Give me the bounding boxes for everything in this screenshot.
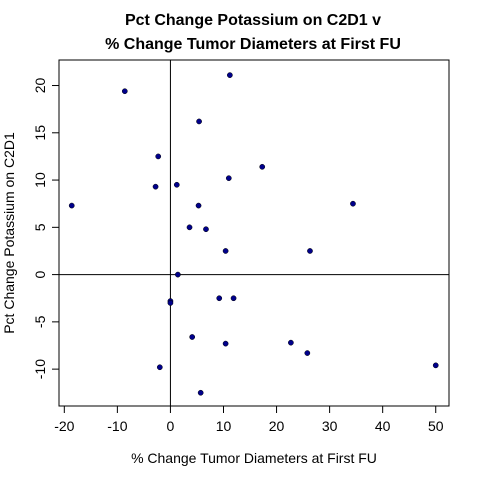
data-point (225, 175, 232, 182)
data-point (203, 226, 209, 233)
x-tick-label: -10 (107, 418, 127, 434)
x-tick-label: 10 (216, 418, 232, 434)
data-point (68, 202, 75, 209)
data-point (350, 200, 356, 207)
data-point (197, 389, 204, 396)
x-axis-label: % Change Tumor Diameters at First FU (131, 450, 377, 466)
y-tick-label: 0 (32, 270, 48, 278)
y-tick-label: 20 (32, 78, 48, 94)
data-point (155, 153, 162, 160)
x-tick-label: 30 (322, 418, 338, 434)
chart-title-line-1: Pct Change Potassium on C2D1 v (125, 12, 381, 29)
data-point (259, 163, 266, 170)
data-point (222, 340, 229, 347)
x-tick-label: 40 (375, 418, 391, 434)
data-point (175, 271, 181, 278)
x-tick-label: -20 (54, 418, 74, 434)
data-point (222, 248, 229, 254)
data-point (230, 295, 237, 302)
plot-frame (58, 59, 450, 407)
data-point (304, 350, 311, 356)
y-tick-label: -5 (32, 315, 48, 328)
x-tick-label: 50 (428, 418, 444, 434)
data-point (156, 364, 163, 371)
y-tick-label: 10 (32, 172, 48, 188)
data-point (227, 72, 233, 78)
data-point (173, 181, 180, 188)
data-point (288, 339, 294, 346)
data-point (121, 88, 128, 95)
data-point (167, 300, 174, 306)
data-point (152, 183, 159, 190)
y-tick-label: 15 (32, 125, 48, 141)
x-axis: -20 -10 0 10 20 30 40 50 (54, 406, 444, 434)
data-points (68, 72, 439, 396)
data-point (216, 295, 223, 302)
x-tick-label: 0 (167, 418, 175, 434)
y-tick-label: -10 (32, 359, 48, 379)
y-tick-label: 5 (32, 223, 48, 231)
data-point (195, 202, 202, 209)
x-tick-label: 20 (269, 418, 285, 434)
data-point (432, 362, 439, 369)
data-point (307, 248, 313, 254)
data-point (186, 224, 193, 231)
y-axis-label: Pct Change Potassium on C2D1 (1, 132, 17, 334)
chart-title-line-2: % Change Tumor Diameters at First FU (105, 36, 401, 53)
data-point (189, 334, 196, 340)
data-point (196, 118, 202, 125)
y-axis: -10 -5 0 5 10 15 20 (32, 78, 59, 379)
